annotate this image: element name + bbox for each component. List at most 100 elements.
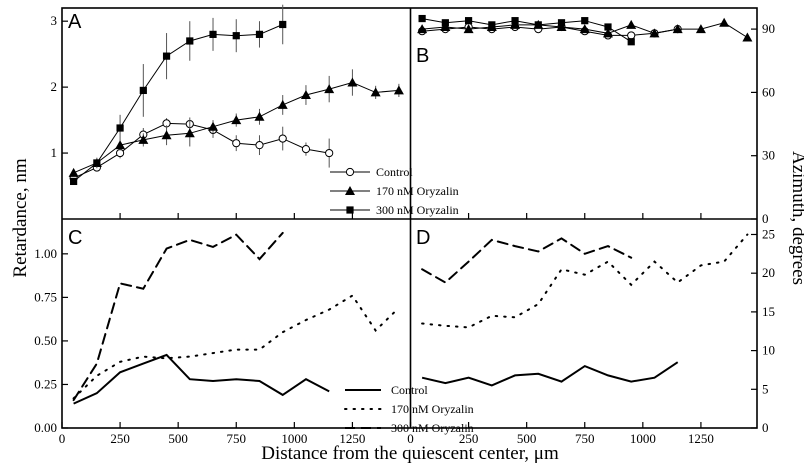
- y-tick-label-d: 10: [762, 343, 775, 358]
- legend-marker-control: [345, 167, 355, 177]
- data-point-a-300-nm-oryzalin: [232, 32, 240, 40]
- data-point-a-300-nm-oryzalin: [209, 30, 217, 38]
- y-tick-label-a: 2: [51, 79, 58, 94]
- series-line-a-300-nm-oryzalin: [73, 24, 283, 182]
- data-point-b-170-nm-oryzalin: [510, 19, 521, 29]
- y-tick-label-c: 0.25: [34, 376, 57, 391]
- y-tick-label-c: 0.75: [34, 289, 57, 304]
- y-tick-label-d: 0: [762, 420, 769, 435]
- data-point-b-300-nm-oryzalin: [464, 17, 473, 25]
- data-point-a-300-nm-oryzalin: [139, 86, 147, 95]
- legend-label-control: Control: [391, 383, 428, 397]
- y-tick-label-a: 1: [51, 145, 58, 160]
- data-point-b-300-nm-oryzalin: [557, 19, 566, 27]
- x-tick-label-c: 500: [168, 431, 188, 446]
- panel-a: 1 2 3 Control 170 nM Oryzalin 300 nM Oryzalin: [51, 4, 459, 219]
- y-tick-label-d: 15: [762, 304, 775, 319]
- data-point-a-control: [325, 148, 334, 158]
- x-tick-label-c: 750: [227, 431, 247, 446]
- series-line-d-170-nm-oryzalin: [421, 233, 749, 329]
- data-point-a-170-nm-oryzalin: [138, 134, 149, 144]
- panel-b: 0 30 60 90: [417, 14, 775, 226]
- y-tick-label-d: 5: [762, 381, 769, 396]
- data-point-a-170-nm-oryzalin: [184, 128, 195, 138]
- data-point-b-control: [627, 31, 636, 40]
- data-point-a-300-nm-oryzalin: [186, 37, 194, 45]
- data-point-a-170-nm-oryzalin: [115, 140, 126, 150]
- data-point-b-300-nm-oryzalin: [534, 21, 542, 29]
- data-point-b-170-nm-oryzalin: [417, 24, 428, 34]
- panel-label-c: C: [68, 227, 82, 249]
- data-point-a-170-nm-oryzalin: [370, 87, 381, 97]
- x-tick-label-d: 500: [517, 431, 537, 446]
- legend-label-control: Control: [376, 165, 413, 179]
- x-axis-title: Distance from the quiescent center, μm: [261, 443, 559, 464]
- x-tick-label-d: 1250: [688, 431, 714, 446]
- data-point-a-170-nm-oryzalin: [277, 99, 288, 109]
- y-tick-label-d: 20: [762, 265, 775, 280]
- data-point-b-170-nm-oryzalin: [463, 24, 474, 34]
- series-line-d-300-nm-oryzalin: [421, 237, 633, 284]
- data-point-a-control: [115, 148, 125, 158]
- data-point-a-300-nm-oryzalin: [93, 159, 101, 167]
- left-y-axis-title: Retardance, nm: [10, 158, 31, 277]
- panel-label-a: A: [68, 11, 82, 33]
- data-point-a-control: [255, 141, 264, 150]
- data-point-b-170-nm-oryzalin: [626, 19, 637, 29]
- plot-frame: [61, 7, 758, 429]
- y-tick-label-b: 60: [762, 84, 775, 99]
- data-point-a-300-nm-oryzalin: [162, 52, 171, 60]
- data-point-a-300-nm-oryzalin: [279, 20, 287, 29]
- data-point-b-170-nm-oryzalin: [719, 17, 730, 27]
- right-y-axis-title: Azimuth, degrees: [788, 151, 804, 285]
- legend-label-300-nm-oryzalin: 300 nM Oryzalin: [391, 421, 474, 435]
- data-point-b-300-nm-oryzalin: [418, 14, 426, 23]
- y-tick-label-b: 30: [762, 148, 775, 163]
- series-line-c-control: [73, 353, 330, 405]
- x-tick-label-d: 250: [459, 431, 479, 446]
- data-point-b-300-nm-oryzalin: [581, 17, 589, 25]
- series-line-b-300-nm-oryzalin: [422, 18, 632, 43]
- y-tick-label-b: 90: [762, 21, 775, 36]
- data-point-a-300-nm-oryzalin: [116, 124, 124, 132]
- x-tick-label-c: 0: [59, 431, 66, 446]
- data-point-b-300-nm-oryzalin: [488, 21, 496, 29]
- y-tick-label-c: 0.50: [34, 333, 57, 348]
- x-tick-label-d: 0: [407, 431, 414, 446]
- data-point-b-170-nm-oryzalin: [742, 32, 753, 42]
- data-point-a-control: [301, 145, 311, 154]
- series-line-c-170-nm-oryzalin: [72, 294, 400, 400]
- x-tick-label-d: 1000: [630, 431, 656, 446]
- data-point-b-300-nm-oryzalin: [627, 38, 635, 46]
- data-point-a-170-nm-oryzalin: [324, 84, 335, 94]
- data-point-a-170-nm-oryzalin: [161, 130, 172, 140]
- data-point-b-170-nm-oryzalin: [602, 28, 613, 38]
- panel-c: 0.000.250.500.751.000 250 500 750 1000 1250Co…: [34, 231, 474, 446]
- data-point-a-170-nm-oryzalin: [393, 85, 404, 95]
- data-point-a-170-nm-oryzalin: [347, 77, 358, 87]
- series-line-a-control: [73, 122, 330, 179]
- data-point-b-170-nm-oryzalin: [579, 24, 590, 34]
- data-point-b-170-nm-oryzalin: [556, 21, 567, 31]
- data-point-a-170-nm-oryzalin: [231, 115, 242, 125]
- legend-label-170-nm-oryzalin: 170 nM Oryzalin: [391, 402, 474, 416]
- legend-label-300-nm-oryzalin: 300 nM Oryzalin: [376, 203, 459, 217]
- legend-marker-170-nm-oryzalin: [345, 186, 355, 195]
- data-point-a-170-nm-oryzalin: [300, 90, 311, 100]
- data-point-b-170-nm-oryzalin: [649, 28, 660, 38]
- data-point-b-300-nm-oryzalin: [604, 23, 612, 31]
- y-tick-label-c: 1.00: [34, 246, 57, 261]
- data-point-b-300-nm-oryzalin: [441, 19, 449, 27]
- x-tick-label-c: 1250: [339, 431, 365, 446]
- x-tick-label-d: 750: [575, 431, 595, 446]
- data-point-a-170-nm-oryzalin: [68, 167, 79, 177]
- series-line-c-300-nm-oryzalin: [72, 231, 284, 402]
- legend-a: Control 170 nM Oryzalin 300 nM Oryzalin: [330, 165, 459, 217]
- data-point-a-300-nm-oryzalin: [70, 177, 78, 186]
- panel-label-d: D: [416, 227, 430, 249]
- data-point-a-170-nm-oryzalin: [208, 121, 219, 131]
- data-point-b-170-nm-oryzalin: [695, 24, 706, 34]
- series-line-d-control: [421, 361, 679, 387]
